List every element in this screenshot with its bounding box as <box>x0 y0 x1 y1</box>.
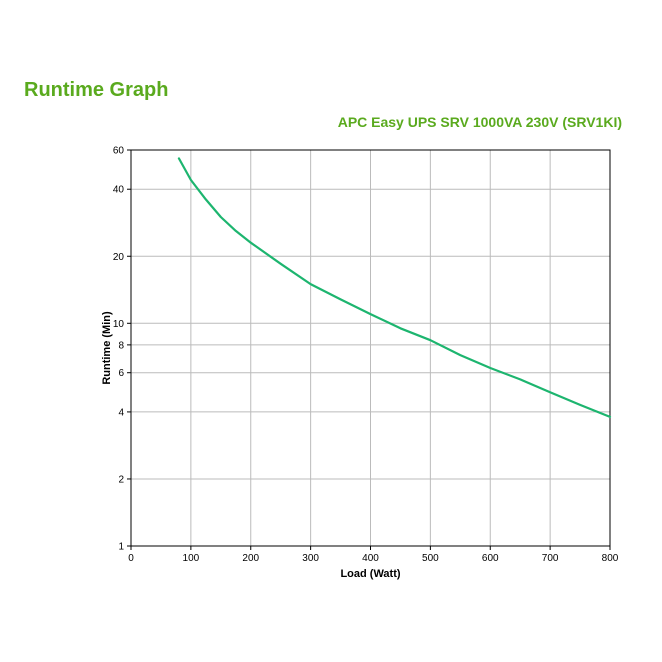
axis-ticks: 0 100 200 300 400 500 600 700 800 1 2 4 6 8 10 20 40 60 <box>113 146 619 565</box>
chart-title: APC Easy UPS SRV 1000VA 230V (SRV1KI) <box>337 114 622 130</box>
y-tick-label: 8 <box>118 340 124 351</box>
x-tick-label: 400 <box>362 553 379 564</box>
y-tick-label: 60 <box>113 146 125 157</box>
runtime-series-line <box>177 157 612 418</box>
y-tick-label: 2 <box>118 474 124 485</box>
y-axis-title: Runtime (Min) <box>101 311 113 385</box>
series-layer <box>177 157 612 418</box>
x-tick-label: 700 <box>542 553 559 564</box>
x-tick-label: 300 <box>302 553 319 564</box>
y-tick-label: 6 <box>118 368 124 379</box>
x-tick-label: 600 <box>482 553 499 564</box>
x-tick-label: 0 <box>128 553 134 564</box>
x-tick-label: 200 <box>242 553 259 564</box>
y-tick-label: 4 <box>118 407 124 418</box>
page-heading: Runtime Graph <box>24 79 169 101</box>
x-tick-label: 800 <box>602 553 619 564</box>
x-tick-label: 100 <box>183 553 200 564</box>
y-tick-label: 20 <box>113 252 125 263</box>
y-tick-label: 10 <box>113 319 125 330</box>
grid <box>131 150 610 546</box>
y-tick-label: 40 <box>113 185 125 196</box>
y-tick-label: 1 <box>118 542 124 553</box>
x-tick-label: 500 <box>422 553 439 564</box>
x-axis-title: Load (Watt) <box>340 568 400 580</box>
